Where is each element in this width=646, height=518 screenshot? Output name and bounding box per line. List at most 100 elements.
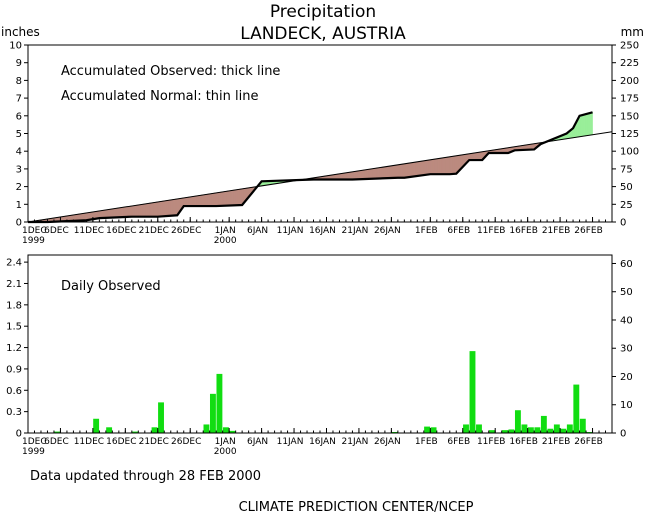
x-tick-label: 6FEB <box>447 226 470 236</box>
daily-bar <box>106 427 113 433</box>
x-tick-label: 6JAN <box>247 226 268 236</box>
x-tick-label: 26JAN <box>374 437 401 447</box>
x-tick-label: 21FEB <box>542 437 571 447</box>
daily-left-ticks: 0 0.3 0.6 0.9 1.2 1.5 1.8 2.1 2.4 <box>6 258 28 440</box>
y-tick-label: 6 <box>16 111 22 122</box>
y-tick-label: 3 <box>16 164 22 175</box>
daily-y-tick-label: 2.1 <box>6 279 22 290</box>
daily-bar <box>93 418 100 433</box>
x-tick-label: 1FEB <box>415 226 438 236</box>
daily-bar <box>476 424 482 433</box>
x-tick-label: 11FEB <box>477 226 506 236</box>
x-tick-label: 16FEB <box>509 226 538 236</box>
daily-bar <box>222 427 229 433</box>
x-tick-year-label: 2000 <box>214 447 237 457</box>
x-tick-label: 1FEB <box>415 437 438 447</box>
y-tick-label-mm: 250 <box>620 41 639 52</box>
x-tick-label: 21JAN <box>342 226 369 236</box>
chart-title: Precipitation <box>270 2 376 22</box>
daily-bar <box>229 430 236 433</box>
x-tick-label: 1JAN <box>215 437 236 447</box>
x-tick-year-label: 1999 <box>22 447 45 457</box>
daily-bar <box>547 428 554 433</box>
daily-y-tick-label: 0 <box>16 429 22 440</box>
daily-y-tick-label: 1.8 <box>6 300 22 311</box>
daily-bar <box>501 430 508 433</box>
daily-bar <box>158 402 164 433</box>
x-tick-label: 6DEC <box>44 437 69 447</box>
daily-y-tick-label-mm: 30 <box>620 344 633 355</box>
daily-bar <box>534 427 541 433</box>
daily-bar <box>540 415 547 433</box>
x-tick-label: 6FEB <box>447 437 470 447</box>
daily-y-tick-label-mm: 60 <box>620 259 633 270</box>
daily-bar <box>469 351 476 433</box>
daily-y-tick-label: 2.4 <box>6 258 22 269</box>
observed-legend-note: Accumulated Observed: thick line <box>61 64 280 79</box>
daily-y-tick-label-mm: 40 <box>620 315 633 326</box>
daily-bar <box>54 431 61 433</box>
credit-line: CLIMATE PREDICTION CENTER/NCEP <box>239 500 474 515</box>
x-tick-label: 16DEC <box>106 437 136 447</box>
daily-bar <box>463 424 469 433</box>
y-tick-label: 1 <box>16 200 22 211</box>
right-unit-label: mm <box>621 25 644 39</box>
daily-y-tick-label: 1.5 <box>6 322 22 333</box>
left-unit-label: inches <box>1 25 40 39</box>
accumulated-fill-layer <box>27 111 593 223</box>
daily-bar <box>132 431 139 433</box>
daily-right-ticks: 0 10 20 30 40 50 60 <box>612 259 633 440</box>
daily-panel: 00.30.60.91.21.51.82.12.4 0102030405060 … <box>6 254 633 457</box>
daily-y-tick-label: 0.6 <box>6 386 22 397</box>
y-tick-label-mm: 175 <box>620 94 639 105</box>
daily-bar <box>203 424 210 433</box>
y-tick-label-mm: 0 <box>620 218 626 229</box>
x-tick-label: 1DEC <box>22 437 47 447</box>
x-tick-label: 11DEC <box>74 226 104 236</box>
daily-bar <box>430 427 437 433</box>
x-tick-label: 16JAN <box>309 226 336 236</box>
daily-bars <box>54 351 593 433</box>
y-tick-label-mm: 25 <box>620 200 633 211</box>
x-tick-label: 11DEC <box>74 437 104 447</box>
y-tick-label-mm: 100 <box>620 147 639 158</box>
x-tick-label: 1JAN <box>215 226 236 236</box>
daily-bar <box>216 373 223 433</box>
y-tick-label-mm: 75 <box>620 164 633 175</box>
chart-subtitle: LANDECK, AUSTRIA <box>240 24 406 44</box>
daily-bar <box>566 424 573 433</box>
x-tick-label: 21DEC <box>139 437 169 447</box>
x-tick-label: 26JAN <box>374 226 401 236</box>
daily-y-tick-label-mm: 10 <box>620 400 633 411</box>
x-tick-year-label: 2000 <box>214 236 237 246</box>
y-tick-label-mm: 225 <box>620 58 639 69</box>
daily-bar <box>527 427 534 433</box>
accumulated-right-ticks: 0 25 50 75 100 125 150 175 200 225 250 <box>612 41 639 229</box>
y-tick-label: 9 <box>16 58 22 69</box>
x-tick-label: 21DEC <box>139 226 169 236</box>
x-tick-label: 11JAN <box>277 226 304 236</box>
x-tick-year-label: 1999 <box>22 236 45 246</box>
daily-bar <box>424 426 431 433</box>
x-tick-label: 26FEB <box>574 437 603 447</box>
y-tick-label: 5 <box>16 129 22 140</box>
daily-bar <box>521 424 528 433</box>
x-tick-label: 1DEC <box>22 226 47 236</box>
accumulated-panel: 0 1 2 3 4 5 6 7 8 9 10 0 25 50 75 100 125 150 175 200 225 25… <box>9 41 639 247</box>
daily-bar <box>560 428 567 433</box>
y-tick-label-mm: 150 <box>620 111 639 122</box>
x-tick-label: 26FEB <box>574 226 603 236</box>
x-tick-label: 16DEC <box>106 226 136 236</box>
daily-bar <box>489 430 495 433</box>
daily-bar <box>151 427 158 433</box>
daily-y-tick-label: 0.3 <box>6 407 22 418</box>
x-tick-label: 16JAN <box>309 437 336 447</box>
y-tick-label-mm: 125 <box>620 129 639 140</box>
surplus-area <box>590 111 593 136</box>
y-tick-label: 7 <box>16 94 22 105</box>
x-tick-label: 6JAN <box>247 437 268 447</box>
y-tick-label: 10 <box>9 41 22 52</box>
normal-line <box>27 131 613 223</box>
